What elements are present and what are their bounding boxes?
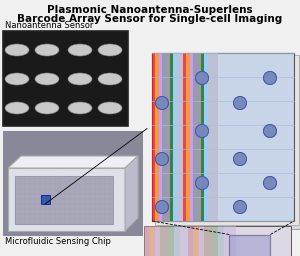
Ellipse shape xyxy=(5,102,29,114)
Bar xyxy=(204,226,213,256)
Circle shape xyxy=(263,124,277,137)
Bar xyxy=(183,53,186,221)
Bar xyxy=(155,55,299,225)
Bar xyxy=(155,226,160,256)
Circle shape xyxy=(233,153,247,165)
Circle shape xyxy=(233,97,247,110)
Circle shape xyxy=(263,124,277,137)
Bar xyxy=(208,53,218,221)
Bar xyxy=(152,53,294,221)
Bar xyxy=(201,53,204,221)
Circle shape xyxy=(263,71,277,84)
Bar xyxy=(188,226,193,256)
Bar xyxy=(208,53,218,221)
Ellipse shape xyxy=(35,44,59,56)
Bar xyxy=(159,53,162,221)
Bar xyxy=(159,53,162,221)
Bar xyxy=(149,226,155,256)
Bar xyxy=(41,195,50,204)
Text: Nanoantenna Sensor: Nanoantenna Sensor xyxy=(5,21,93,30)
Bar xyxy=(155,53,159,221)
Text: Plasmonic Nanoantenna-Superlens: Plasmonic Nanoantenna-Superlens xyxy=(47,5,253,15)
Bar xyxy=(199,226,204,256)
Bar xyxy=(193,53,201,221)
Bar xyxy=(158,57,300,229)
Circle shape xyxy=(155,97,169,110)
Polygon shape xyxy=(125,156,138,231)
Circle shape xyxy=(233,200,247,214)
Bar xyxy=(170,53,173,221)
Bar xyxy=(144,226,291,256)
Circle shape xyxy=(155,200,169,214)
Circle shape xyxy=(263,71,277,84)
Circle shape xyxy=(263,176,277,189)
Circle shape xyxy=(233,97,247,110)
Bar xyxy=(177,53,183,221)
Ellipse shape xyxy=(68,44,92,56)
Bar xyxy=(193,226,199,256)
Bar xyxy=(144,226,149,256)
Bar xyxy=(186,53,190,221)
Text: Barcode Array Sensor for Single-cell Imaging: Barcode Array Sensor for Single-cell Ima… xyxy=(17,14,283,24)
Bar xyxy=(15,176,113,224)
Bar xyxy=(173,53,177,221)
Ellipse shape xyxy=(68,102,92,114)
Bar xyxy=(204,53,208,221)
Bar xyxy=(174,226,180,256)
Circle shape xyxy=(196,71,208,84)
Circle shape xyxy=(155,153,169,165)
Ellipse shape xyxy=(35,73,59,85)
Bar xyxy=(170,53,173,221)
Bar xyxy=(201,53,204,221)
Ellipse shape xyxy=(98,44,122,56)
Ellipse shape xyxy=(98,73,122,85)
Bar xyxy=(186,53,190,221)
Ellipse shape xyxy=(5,44,29,56)
Bar xyxy=(162,53,170,221)
Circle shape xyxy=(155,200,169,214)
Ellipse shape xyxy=(68,73,92,85)
Bar xyxy=(152,53,155,221)
Circle shape xyxy=(196,71,208,84)
Bar xyxy=(190,53,193,221)
Bar xyxy=(3,31,128,126)
Circle shape xyxy=(263,176,277,189)
Bar xyxy=(218,226,224,256)
Bar xyxy=(193,53,201,221)
Bar xyxy=(3,131,143,236)
Circle shape xyxy=(196,176,208,189)
Ellipse shape xyxy=(5,73,29,85)
Bar xyxy=(213,226,218,256)
Circle shape xyxy=(233,153,247,165)
Bar xyxy=(190,53,193,221)
Ellipse shape xyxy=(35,102,59,114)
Polygon shape xyxy=(8,168,125,231)
Bar xyxy=(160,226,169,256)
Text: Microfluidic Sensing Chip: Microfluidic Sensing Chip xyxy=(5,237,111,246)
Circle shape xyxy=(233,200,247,214)
Bar xyxy=(229,234,270,256)
Polygon shape xyxy=(8,156,138,168)
Bar xyxy=(204,53,208,221)
Bar xyxy=(183,53,186,221)
Bar xyxy=(173,53,177,221)
Circle shape xyxy=(196,124,208,137)
Circle shape xyxy=(155,97,169,110)
Circle shape xyxy=(196,176,208,189)
Ellipse shape xyxy=(98,102,122,114)
Bar xyxy=(169,226,174,256)
Circle shape xyxy=(155,153,169,165)
Bar xyxy=(155,53,159,221)
Bar xyxy=(180,226,188,256)
Bar xyxy=(152,53,155,221)
Bar xyxy=(224,226,236,256)
Circle shape xyxy=(196,124,208,137)
Bar xyxy=(162,53,170,221)
Bar xyxy=(177,53,183,221)
Bar xyxy=(152,53,294,221)
